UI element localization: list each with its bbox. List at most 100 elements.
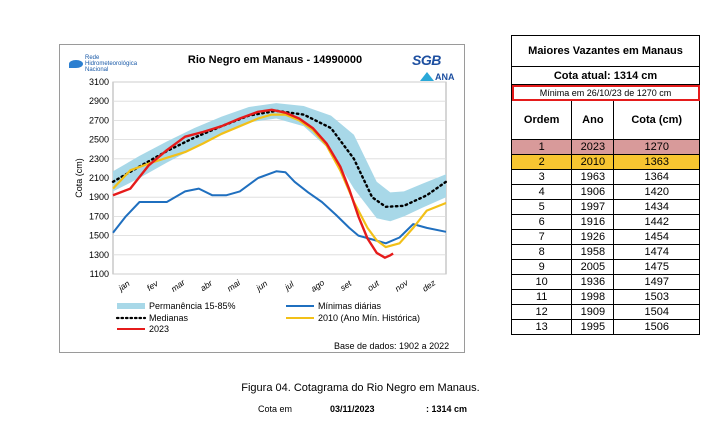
x-tick-label: mai [225,277,243,294]
table-row: 11 1998 1503 [510,289,700,305]
minimum-level: Mínima em 26/10/23 de 1270 cm [511,84,700,101]
y-tick-label: 1100 [90,269,109,279]
cell-ano: 2005 [571,259,615,275]
cell-ordem: 11 [510,289,573,305]
table-row: 9 2005 1475 [510,259,700,275]
col-header-ano: Ano [571,100,615,140]
legend-label: Mínimas diárias [318,301,382,311]
x-tick-label: jan [116,278,132,293]
table-row: 10 1936 1497 [510,274,700,290]
ana-logo-text: ANA [435,72,455,82]
y-tick-label: 2300 [89,154,109,164]
legend-swatch-band [117,303,145,309]
table-row: 13 1995 1506 [510,319,700,335]
cell-ordem: 12 [510,304,573,320]
cell-cota: 1474 [613,244,700,260]
x-tick-label: jun [253,278,269,293]
x-tick-label: abr [198,277,215,293]
cota-label: Cota em [258,404,293,414]
cell-ano: 1998 [571,289,615,305]
x-tick-label: mar [169,277,188,294]
x-tick-label: jul [282,278,296,292]
table-row: 7 1926 1454 [510,229,700,245]
cell-cota: 1270 [613,139,700,155]
table-row: 6 1916 1442 [510,214,700,230]
x-tick-label: out [365,278,381,293]
cota-value: : 1314 cm [426,404,468,414]
y-tick-label: 2900 [89,96,109,106]
cell-ano: 1936 [571,274,615,290]
cell-cota: 1420 [613,184,700,200]
cell-cota: 1504 [613,304,700,320]
cell-ano: 2023 [571,139,615,155]
x-tick-label: set [338,278,354,293]
y-tick-label: 3100 [89,77,109,87]
x-tick-label: dez [420,277,438,293]
y-tick-label: 1500 [89,231,109,241]
table-row: 5 1997 1434 [510,199,700,215]
y-tick-label: 2700 [89,115,109,125]
table-row: 8 1958 1474 [510,244,700,260]
cell-cota: 1497 [613,274,700,290]
cell-ano: 2010 [571,154,615,170]
cell-cota: 1442 [613,214,700,230]
cell-ano: 1997 [571,199,615,215]
table-row: 3 1963 1364 [510,169,700,185]
cell-cota: 1363 [613,154,700,170]
y-tick-label: 1300 [89,250,109,260]
x-tick-label: ago [309,277,327,293]
cell-ordem: 10 [510,274,573,290]
y-axis-label: Cota (cm) [74,158,84,198]
chart-title: Rio Negro em Manaus - 14990000 [187,54,363,66]
ana-logo: ANA [420,72,455,82]
x-tick-label: nov [393,277,411,293]
cell-ordem: 13 [510,319,573,335]
legend-label: 2023 [149,324,169,334]
cell-ano: 1963 [571,169,615,185]
series-2023 [112,108,394,259]
cell-cota: 1364 [613,169,700,185]
legend-label: 2010 (Ano Mín. Histórica) [318,313,420,323]
y-tick-label: 2500 [89,135,109,145]
cell-ordem: 8 [510,244,573,260]
cell-ordem: 1 [510,139,573,155]
cell-ordem: 9 [510,259,573,275]
cell-ano: 1909 [571,304,615,320]
cell-ano: 1926 [571,229,615,245]
cell-cota: 1475 [613,259,700,275]
cell-ano: 1958 [571,244,615,260]
table-row: 4 1906 1420 [510,184,700,200]
cell-ordem: 3 [510,169,573,185]
base-dados-note: Base de dados: 1902 a 2022 [334,341,450,351]
rede-logo-icon [69,60,83,68]
legend-label: Medianas [149,313,189,323]
table-title: Maiores Vazantes em Manaus [511,35,700,67]
cell-ordem: 5 [510,199,573,215]
cell-ano: 1995 [571,319,615,335]
y-tick-label: 1700 [89,211,109,221]
cell-ano: 1906 [571,184,615,200]
table-row: 1 2023 1270 [510,139,700,155]
cell-ordem: 6 [510,214,573,230]
figure-caption: Figura 04. Cotagrama do Rio Negro em Man… [241,382,480,394]
sgb-logo: SGB [412,52,441,68]
rede-logo: Rede Hidrometeorológica Nacional [69,55,138,73]
series-m-nimas-di-rias [112,170,447,245]
cell-ano: 1916 [571,214,615,230]
series-medianas [111,109,448,208]
legend-label: Permanência 15-85% [149,301,236,311]
cell-cota: 1434 [613,199,700,215]
x-tick-label: fev [145,278,161,293]
cell-ordem: 7 [510,229,573,245]
col-header-ordem: Ordem [510,100,573,140]
cell-cota: 1503 [613,289,700,305]
series-2010-ano-m-n-hist-rica [112,113,447,249]
y-tick-label: 2100 [89,173,109,183]
cell-cota: 1506 [613,319,700,335]
cota-date: 03/11/2023 [330,404,375,414]
rede-logo-text: Rede Hidrometeorológica Nacional [85,55,138,73]
table-row: 12 1909 1504 [510,304,700,320]
current-level: Cota atual: 1314 cm [511,66,700,85]
ana-logo-icon [420,72,434,81]
